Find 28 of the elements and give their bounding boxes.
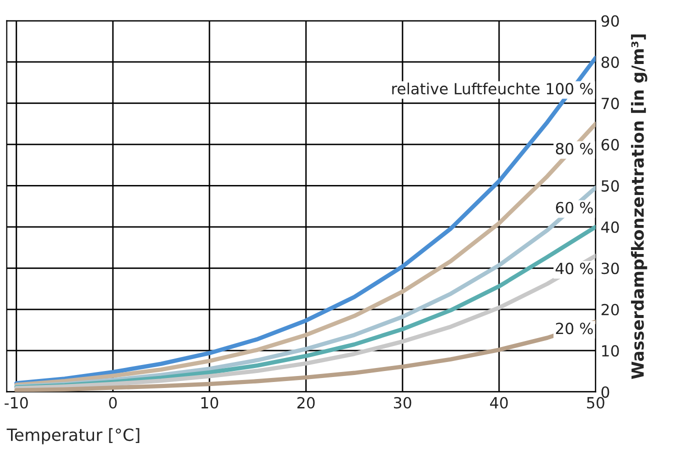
x-tick-label: 0 bbox=[109, 396, 117, 409]
x-tick-label: 30 bbox=[394, 396, 412, 409]
y-tick-label: 40 bbox=[601, 221, 619, 233]
x-tick-label: 20 bbox=[297, 396, 315, 409]
x-tick-label: 10 bbox=[201, 396, 218, 409]
x-tick-label: -10 bbox=[4, 396, 28, 409]
y-tick-label: 80 bbox=[602, 56, 619, 68]
y-tick-label: 70 bbox=[602, 98, 619, 110]
y-tick-label: 60 bbox=[602, 138, 619, 150]
y-tick-label: 30 bbox=[602, 262, 619, 274]
series-label: 60 % bbox=[556, 202, 593, 214]
x-tick-label: 40 bbox=[490, 396, 508, 409]
y-tick-label: 50 bbox=[602, 180, 619, 192]
series-label: relative Luftfeuchte 100 % bbox=[392, 82, 593, 94]
x-axis-title: Temperatur [°C] bbox=[6, 428, 140, 444]
series-label: 80 % bbox=[556, 142, 593, 154]
y-tick-label: 20 bbox=[602, 304, 619, 316]
series-label: 20 % bbox=[556, 322, 593, 334]
y-tick-label: 10 bbox=[602, 345, 619, 357]
line-series bbox=[14, 56, 596, 386]
y-axis-title: Wasserdampfkonzentration [in g/m³] bbox=[631, 34, 648, 380]
y-tick-label: 0 bbox=[601, 386, 610, 398]
line-series bbox=[14, 320, 596, 392]
y-tick-label: 90 bbox=[601, 15, 619, 27]
series-label: 40 % bbox=[556, 262, 593, 274]
x-tick-label: 50 bbox=[587, 396, 604, 409]
line-series bbox=[14, 254, 596, 390]
line-series bbox=[14, 122, 596, 387]
